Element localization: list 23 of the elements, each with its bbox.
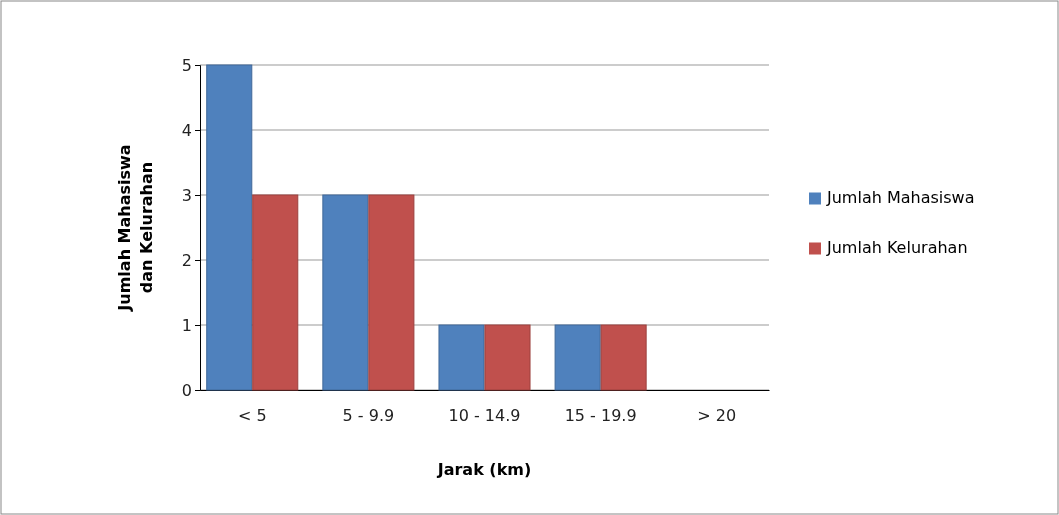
legend-label: Jumlah Mahasiswa bbox=[826, 187, 975, 207]
x-axis-title: Jarak (km) bbox=[436, 460, 532, 479]
y-tick-label: 2 bbox=[181, 250, 192, 270]
x-tick-label: 10 - 14.9 bbox=[448, 406, 521, 426]
y-tick-label: 0 bbox=[181, 380, 192, 400]
x-tick-label: 15 - 19.9 bbox=[564, 406, 637, 426]
bar bbox=[252, 194, 299, 391]
y-axis-title: Jumlah Mahasiswa dan Kelurahan bbox=[115, 144, 156, 312]
legend-label: Jumlah Kelurahan bbox=[826, 237, 968, 257]
x-tick-label: < 5 bbox=[237, 406, 267, 426]
bar bbox=[438, 324, 485, 391]
bar bbox=[206, 64, 253, 391]
bar bbox=[322, 194, 369, 391]
bar bbox=[600, 324, 647, 391]
y-tick-label: 4 bbox=[181, 120, 192, 140]
bar bbox=[484, 324, 531, 391]
y-tick-label: 3 bbox=[181, 185, 192, 205]
y-tick-label: 5 bbox=[181, 55, 192, 75]
bar bbox=[368, 194, 415, 391]
x-tick-label: > 20 bbox=[697, 406, 737, 426]
y-tick-label: 1 bbox=[181, 315, 192, 335]
bar bbox=[554, 324, 601, 391]
x-tick-label: 5 - 9.9 bbox=[342, 406, 395, 426]
